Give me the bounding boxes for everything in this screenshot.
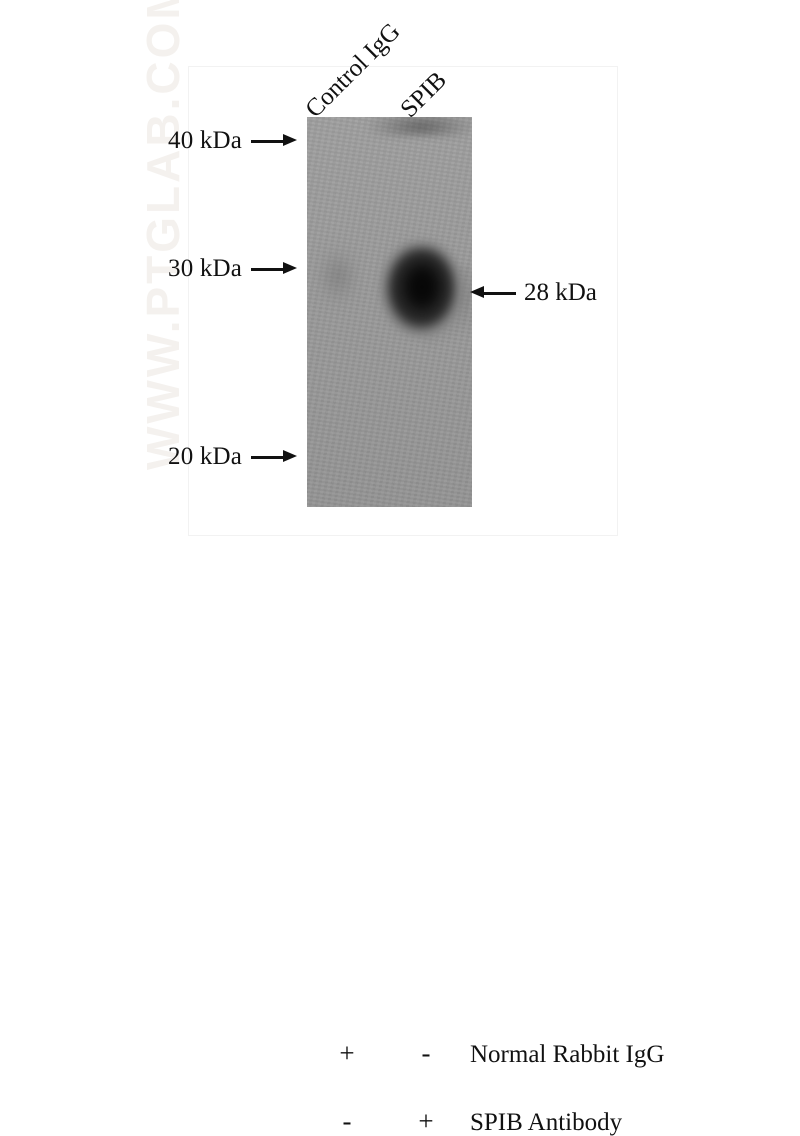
membrane-top-smear	[369, 117, 472, 137]
arrow-right-icon	[251, 262, 298, 276]
condition-label-spib-antibody: SPIB Antibody	[470, 1109, 623, 1136]
lane-header-control-igg: Control IgG	[300, 18, 406, 124]
ladder-marker-20kda: 20 kDa	[168, 443, 298, 470]
arrow-left-icon	[470, 286, 516, 300]
blot-membrane	[307, 117, 472, 507]
condition-control-normal-rabbit-igg: +	[339, 1038, 355, 1068]
ladder-label-30kda: 30 kDa	[168, 255, 243, 282]
band-callout-label: 28 kDa	[524, 279, 597, 306]
ladder-marker-40kda: 40 kDa	[168, 127, 298, 154]
arrow-right-icon	[251, 450, 298, 464]
watermark: WWW.PTGLAB.COM	[137, 0, 189, 470]
ladder-label-40kda: 40 kDa	[168, 127, 243, 154]
condition-control-spib-antibody: -	[342, 1106, 352, 1136]
band-spib-core	[389, 249, 455, 335]
band-callout-28kda: 28 kDa	[470, 280, 597, 305]
condition-sample-normal-rabbit-igg: -	[421, 1038, 431, 1068]
band-control-igg	[315, 245, 361, 307]
lane-header-spib: SPIB	[395, 66, 452, 124]
condition-row-spib-antibody: - + SPIB Antibody	[0, 554, 800, 1136]
condition-row-normal-rabbit-igg: + - Normal Rabbit IgG	[0, 520, 800, 1068]
ladder-marker-30kda: 30 kDa	[168, 255, 298, 282]
ladder-label-20kda: 20 kDa	[168, 443, 243, 470]
arrow-right-icon	[251, 134, 298, 148]
condition-sample-spib-antibody: +	[418, 1106, 434, 1136]
condition-label-normal-rabbit-igg: Normal Rabbit IgG	[470, 1041, 665, 1068]
